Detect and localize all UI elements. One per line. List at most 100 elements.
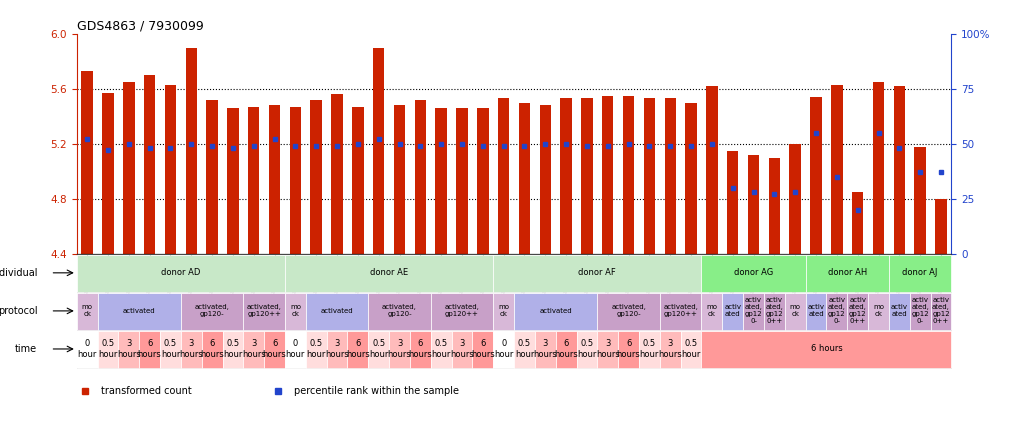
Text: GDS4863 / 7930099: GDS4863 / 7930099 <box>77 20 204 33</box>
Text: 3
hours: 3 hours <box>117 339 141 359</box>
Bar <box>473 331 493 368</box>
Bar <box>555 331 577 368</box>
Bar <box>915 147 926 254</box>
Bar <box>852 192 863 254</box>
Bar <box>790 144 801 254</box>
Bar <box>727 151 739 254</box>
Bar <box>123 82 134 254</box>
Bar <box>285 293 306 330</box>
Text: 3
hours: 3 hours <box>179 339 204 359</box>
Text: 3
hours: 3 hours <box>450 339 474 359</box>
Bar <box>431 331 451 368</box>
Bar <box>285 255 493 292</box>
Bar <box>352 107 363 254</box>
Bar <box>660 293 702 330</box>
Text: donor AF: donor AF <box>578 268 616 277</box>
Bar <box>410 331 431 368</box>
Bar <box>227 108 238 254</box>
Bar <box>581 99 592 254</box>
Bar <box>493 255 702 292</box>
Bar <box>702 255 806 292</box>
Text: individual: individual <box>0 268 38 278</box>
Text: activ
ated,
gp12
0++: activ ated, gp12 0++ <box>932 297 950 324</box>
Bar <box>368 293 431 330</box>
Bar <box>539 105 551 254</box>
Bar <box>873 82 884 254</box>
Bar <box>306 293 368 330</box>
Text: 0.5
hour: 0.5 hour <box>639 339 659 359</box>
Bar <box>348 331 368 368</box>
Text: mo
ck: mo ck <box>290 305 301 317</box>
Bar <box>119 331 139 368</box>
Bar <box>414 100 426 254</box>
Bar <box>498 99 509 254</box>
Bar <box>326 331 348 368</box>
Bar <box>597 293 660 330</box>
Bar <box>436 108 447 254</box>
Text: activ
ated: activ ated <box>807 305 825 317</box>
Bar <box>493 331 514 368</box>
Text: activ
ated,
gp12
0-: activ ated, gp12 0- <box>911 297 929 324</box>
Bar <box>456 108 468 254</box>
Bar <box>160 331 181 368</box>
Text: activ
ated,
gp12
0++: activ ated, gp12 0++ <box>765 297 784 324</box>
Bar <box>889 255 951 292</box>
Bar <box>306 331 326 368</box>
Text: activated: activated <box>321 308 353 314</box>
Bar <box>810 97 821 254</box>
Bar <box>290 107 301 254</box>
Bar <box>202 331 222 368</box>
Text: 0.5
hour: 0.5 hour <box>307 339 326 359</box>
Text: mo
ck: mo ck <box>498 305 509 317</box>
Bar <box>561 99 572 254</box>
Bar <box>680 331 702 368</box>
Text: 6
hours: 6 hours <box>471 339 495 359</box>
Bar <box>181 331 202 368</box>
Bar <box>311 100 322 254</box>
Text: donor AG: donor AG <box>733 268 773 277</box>
Bar <box>722 293 743 330</box>
Text: 6
hours: 6 hours <box>263 339 286 359</box>
Text: 0.5
hour: 0.5 hour <box>223 339 242 359</box>
Text: 0
hour: 0 hour <box>494 339 514 359</box>
Bar <box>639 331 660 368</box>
Text: 0
hour: 0 hour <box>285 339 305 359</box>
Bar <box>702 331 951 368</box>
Bar <box>519 103 530 254</box>
Bar <box>618 331 639 368</box>
Text: mo
ck: mo ck <box>707 305 717 317</box>
Text: activ
ated: activ ated <box>891 305 907 317</box>
Text: mo
ck: mo ck <box>790 305 801 317</box>
Text: 0.5
hour: 0.5 hour <box>681 339 701 359</box>
Bar <box>97 331 119 368</box>
Bar <box>603 96 614 254</box>
Bar <box>394 105 405 254</box>
Bar <box>806 293 827 330</box>
Text: activated,
gp120++: activated, gp120++ <box>663 305 698 317</box>
Text: 3
hours: 3 hours <box>241 339 266 359</box>
Bar <box>264 331 285 368</box>
Bar <box>935 199 946 254</box>
Bar <box>331 94 343 254</box>
Text: 6
hours: 6 hours <box>201 339 224 359</box>
Bar <box>185 47 197 254</box>
Text: activ
ated,
gp12
0-: activ ated, gp12 0- <box>828 297 846 324</box>
Text: activated: activated <box>123 308 155 314</box>
Bar <box>909 293 931 330</box>
Bar <box>269 105 280 254</box>
Bar <box>139 331 160 368</box>
Text: donor AE: donor AE <box>370 268 408 277</box>
Text: activated,
gp120-: activated, gp120- <box>194 305 229 317</box>
Bar <box>97 293 181 330</box>
Text: 3
hours: 3 hours <box>533 339 558 359</box>
Text: percentile rank within the sample: percentile rank within the sample <box>294 386 458 396</box>
Bar <box>827 293 847 330</box>
Text: 3
hours: 3 hours <box>388 339 411 359</box>
Bar <box>431 293 493 330</box>
Text: activated,
gp120++: activated, gp120++ <box>247 305 281 317</box>
Text: mo
ck: mo ck <box>82 305 93 317</box>
Bar <box>181 293 243 330</box>
Text: 0.5
hour: 0.5 hour <box>432 339 451 359</box>
Text: protocol: protocol <box>0 306 38 316</box>
Text: 6
hours: 6 hours <box>408 339 433 359</box>
